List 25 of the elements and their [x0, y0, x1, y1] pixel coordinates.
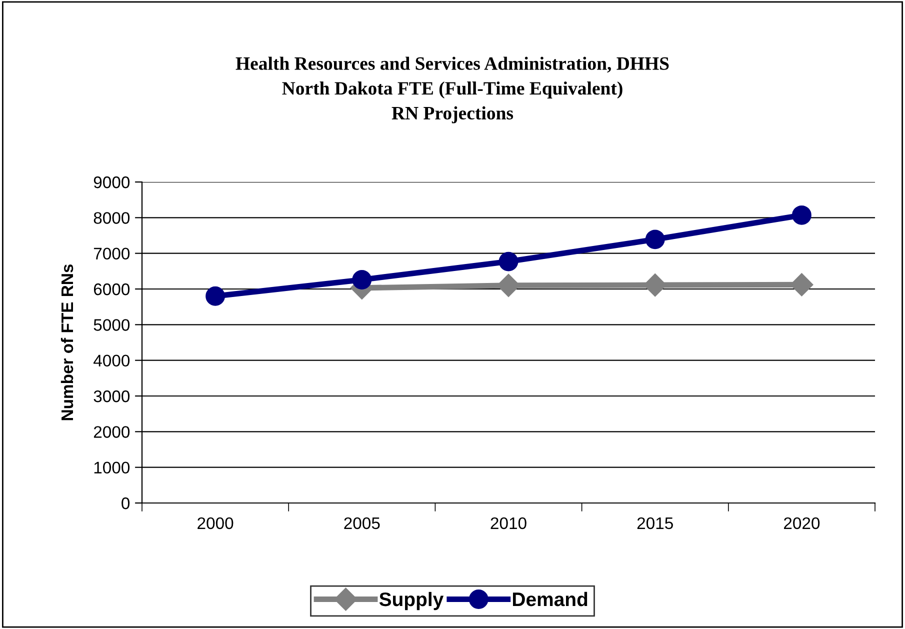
y-tick-label: 4000	[94, 354, 130, 367]
y-tick-label: 3000	[94, 390, 130, 402]
y-axis-title: Number of FTE RNs	[60, 264, 74, 420]
y-tick-label: 9000	[94, 176, 130, 188]
x-tick-label: 2000	[198, 517, 234, 530]
y-tick-label: 8000	[94, 212, 130, 224]
point	[498, 252, 518, 272]
point	[497, 274, 520, 297]
point	[352, 270, 372, 290]
point	[645, 230, 665, 250]
point	[792, 205, 812, 225]
x-tick-label: 2005	[344, 517, 380, 530]
y-tick-label: 0	[122, 497, 130, 510]
x-tick-label: 2010	[490, 517, 526, 530]
y-tick-label: 5000	[94, 319, 130, 331]
point	[206, 286, 226, 306]
chart-title: Health Resources and Services Administration, DHHS North Dakota FTE (Full-Time Equivalent) RN Projections	[236, 56, 669, 124]
y-tick-label: 1000	[94, 462, 130, 474]
x-tick-label: 2020	[784, 517, 820, 530]
legend-label: Supply	[379, 592, 444, 610]
y-tick-label: 2000	[94, 426, 130, 438]
x-tick-label: 2015	[637, 517, 673, 530]
y-tick-label: 6000	[94, 283, 130, 296]
legend-label: Demand	[512, 592, 588, 606]
y-tick-label: 7000	[94, 248, 130, 260]
